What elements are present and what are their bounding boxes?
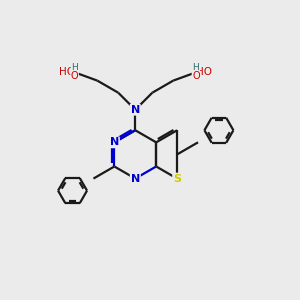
Text: N: N	[110, 137, 119, 147]
Text: N: N	[131, 174, 140, 184]
Text: HO: HO	[196, 67, 212, 77]
Text: H: H	[193, 63, 199, 72]
Text: HO: HO	[58, 67, 75, 77]
Text: N: N	[131, 105, 140, 115]
Text: H: H	[71, 63, 78, 72]
Text: S: S	[173, 174, 181, 184]
Text: O: O	[71, 71, 78, 81]
Text: O: O	[192, 71, 200, 81]
